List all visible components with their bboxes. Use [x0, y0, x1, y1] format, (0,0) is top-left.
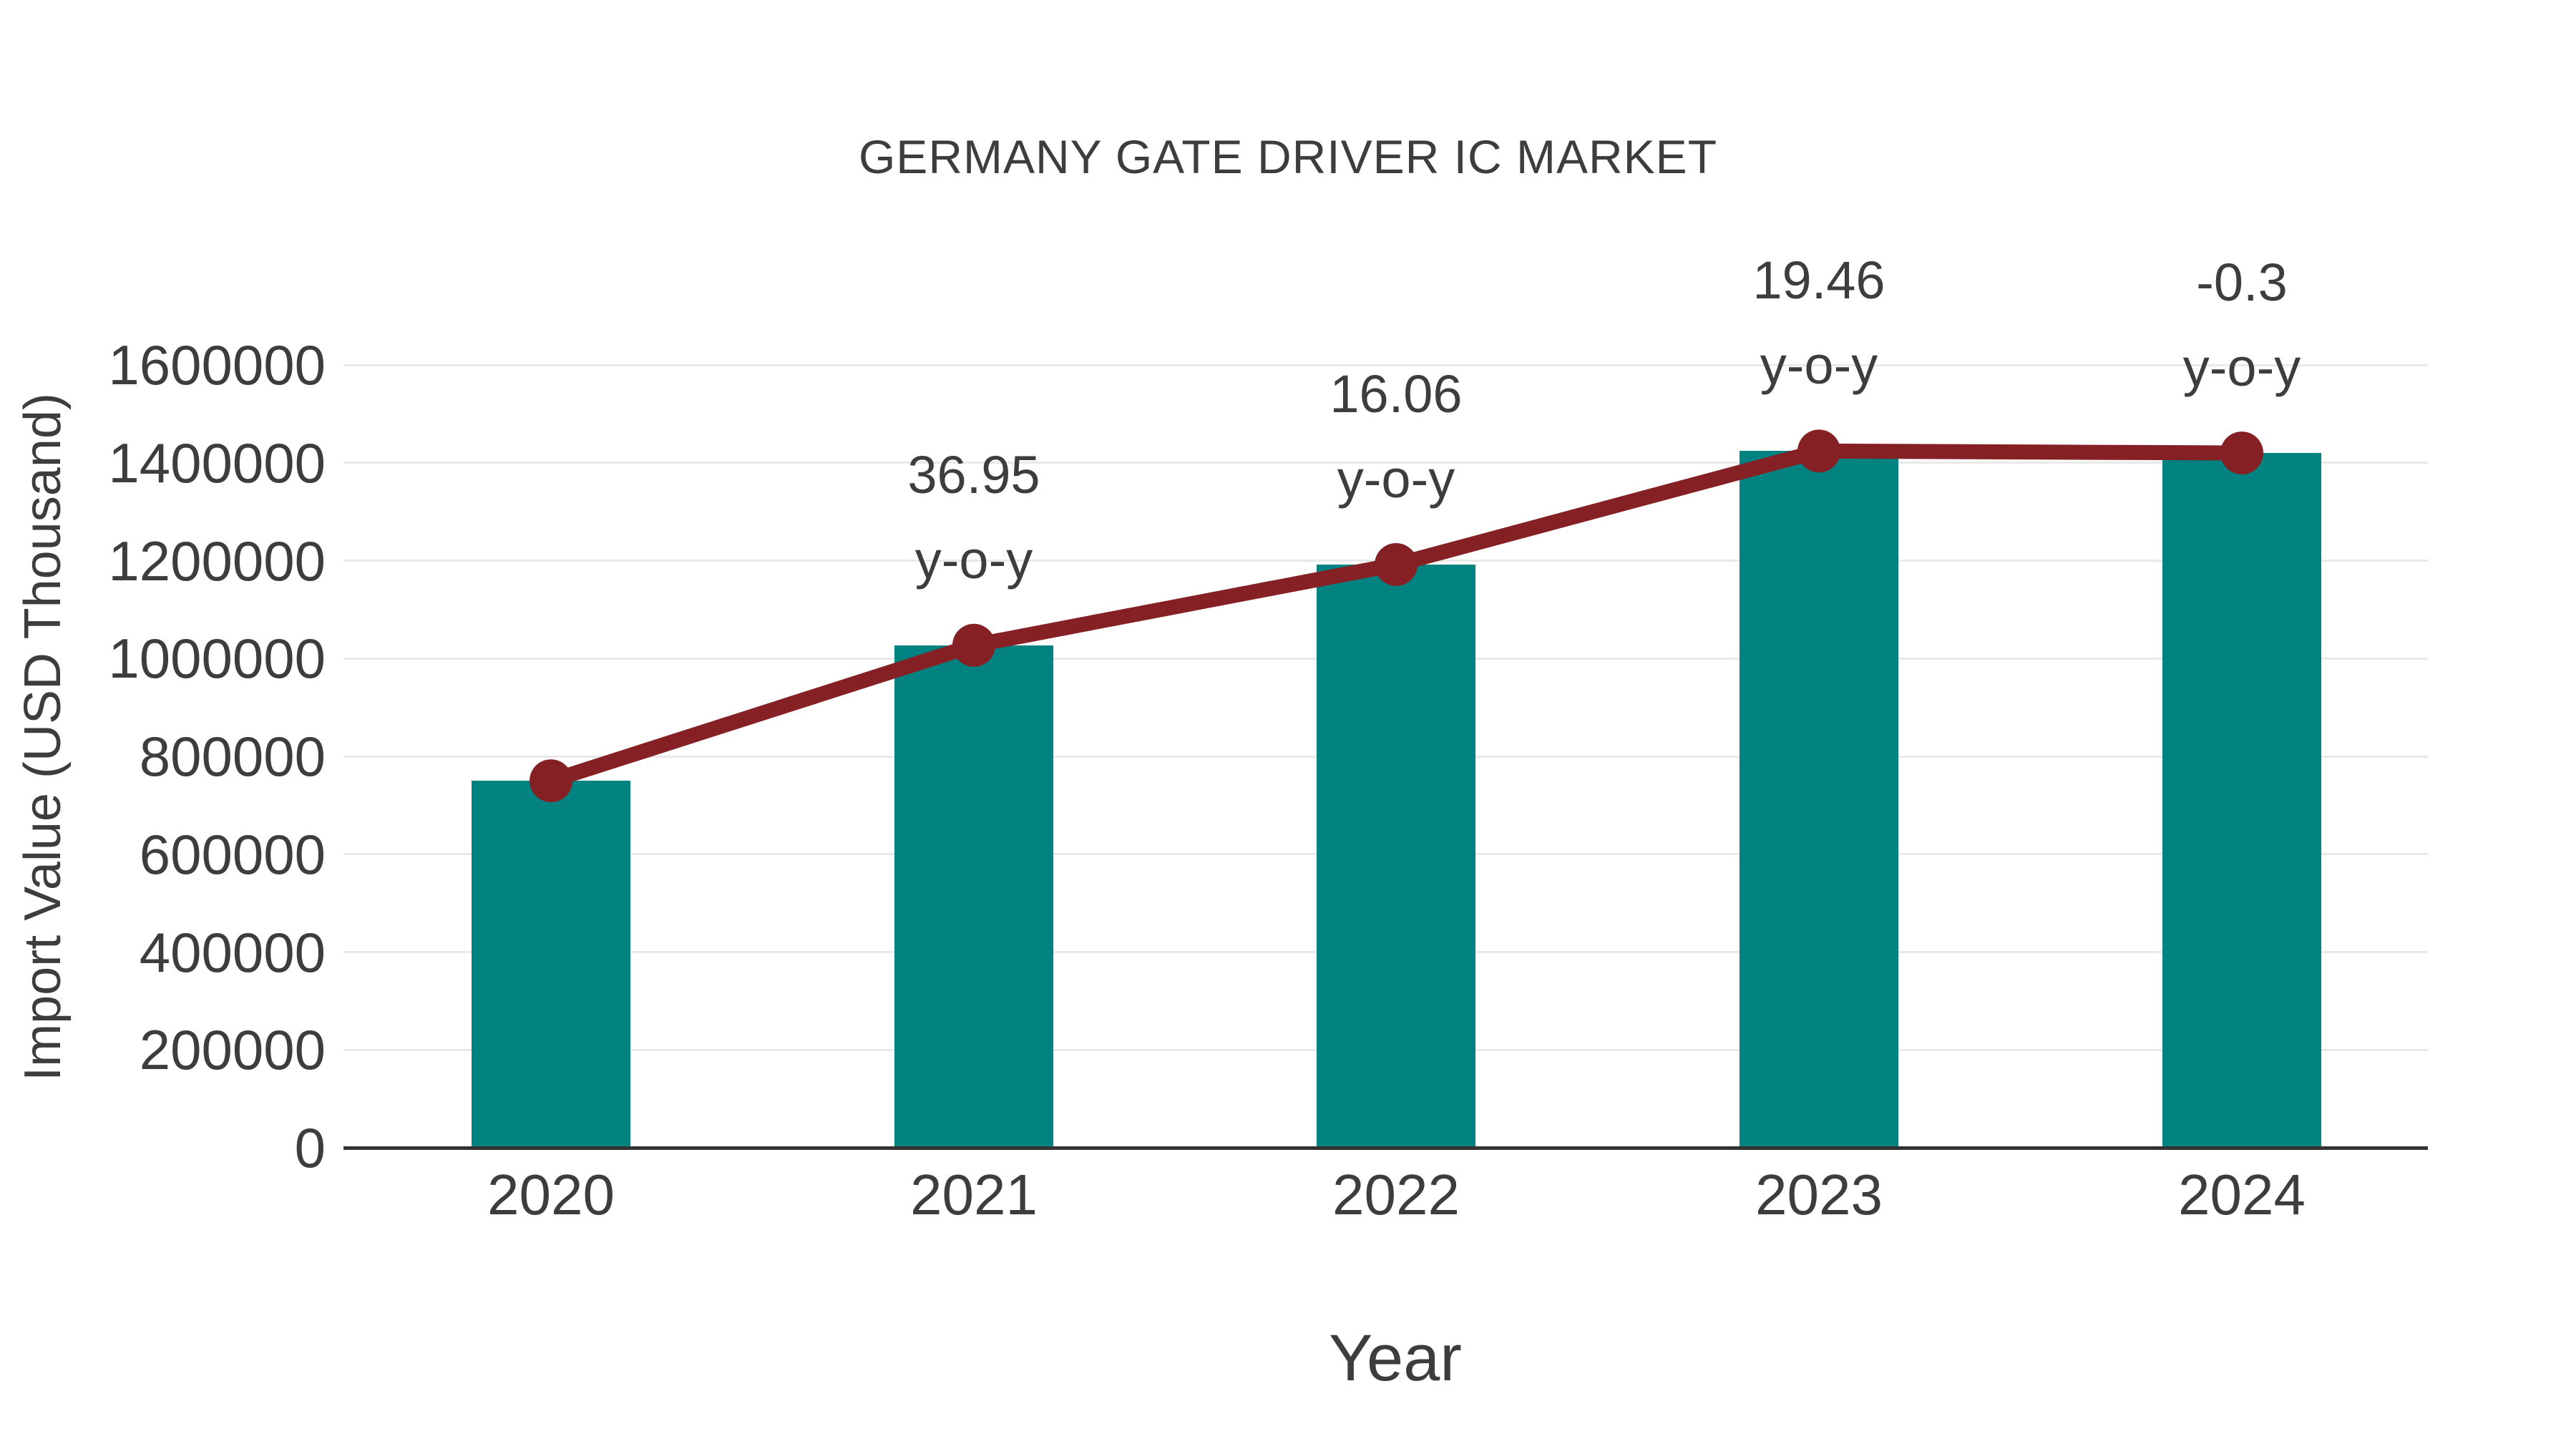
annotation-yoy-2024: y-o-y: [2182, 338, 2301, 398]
y-tick-label-0: 0: [294, 1116, 326, 1179]
y-tick-label-1400000: 1400000: [108, 431, 326, 494]
annotation-value-2021: 36.95: [907, 444, 1040, 504]
x-tick-label-2021: 2021: [910, 1163, 1038, 1226]
bar-2021: [894, 645, 1053, 1150]
annotation-value-2024: -0.3: [2196, 253, 2288, 313]
y-tick-label-800000: 800000: [139, 725, 326, 788]
x-tick-label-2024: 2024: [2178, 1163, 2306, 1226]
annotation-value-2023: 19.46: [1752, 250, 1885, 311]
y-tick-label-600000: 600000: [139, 822, 326, 886]
y-tick-label-1600000: 1600000: [108, 333, 326, 396]
bar-2024: [2162, 453, 2321, 1150]
gridline-1600000: [343, 364, 2428, 366]
y-tick-label-1000000: 1000000: [108, 627, 326, 691]
x-axis-line: [343, 1146, 2428, 1150]
annotation-value-2022: 16.06: [1330, 364, 1463, 424]
x-axis-title: Year: [1329, 1322, 1462, 1395]
annotation-yoy-2021: y-o-y: [914, 530, 1033, 590]
x-tick-label-2022: 2022: [1332, 1163, 1460, 1226]
annotation-yoy-2023: y-o-y: [1760, 336, 1878, 396]
chart-title: GERMANY GATE DRIVER IC MARKET: [858, 130, 1718, 183]
gridline-1200000: [343, 560, 2428, 562]
y-tick-label-200000: 200000: [139, 1018, 326, 1082]
annotation-yoy-2022: y-o-y: [1337, 449, 1455, 509]
bar-2022: [1317, 564, 1475, 1150]
y-tick-label-400000: 400000: [139, 920, 326, 984]
y-tick-label-1200000: 1200000: [108, 529, 326, 592]
x-tick-label-2020: 2020: [487, 1163, 615, 1226]
bar-2023: [1740, 451, 1898, 1150]
x-tick-label-2023: 2023: [1755, 1163, 1883, 1226]
bar-2020: [472, 781, 630, 1150]
